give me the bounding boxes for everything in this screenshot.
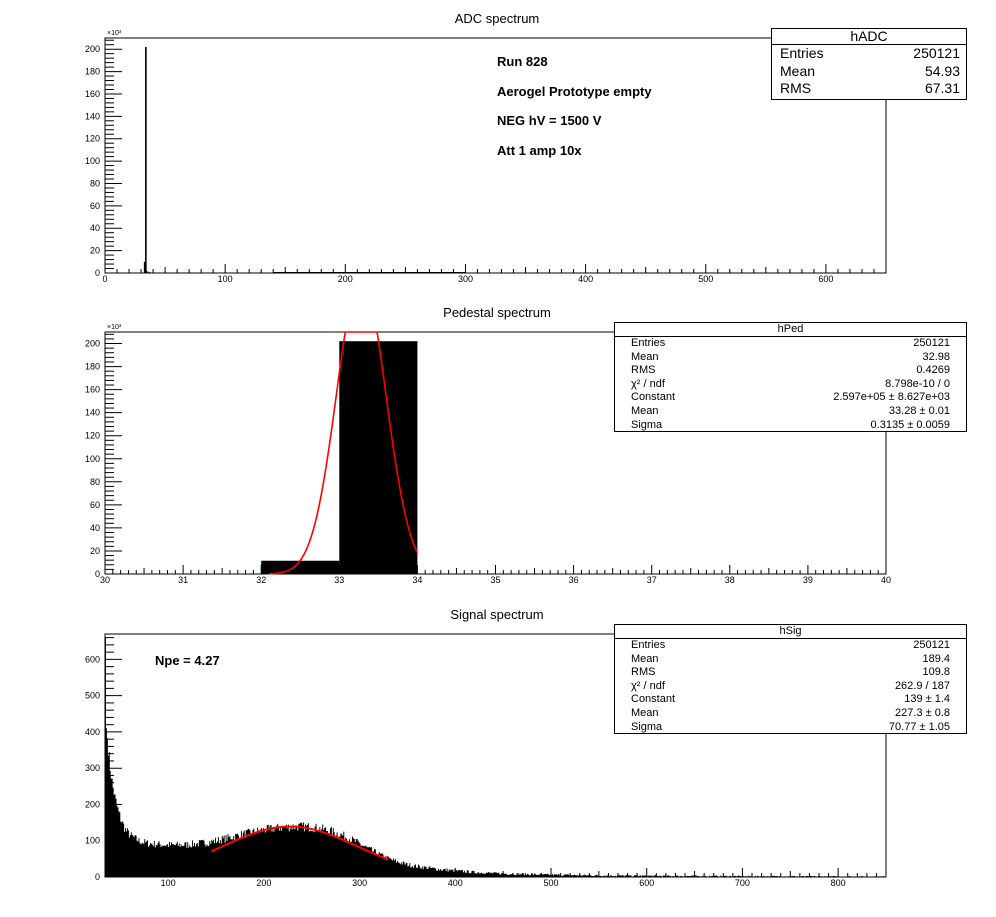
x-tick-label: 800 — [831, 878, 846, 888]
adc-title: ADC spectrum — [454, 11, 540, 26]
y-tick-label: 600 — [85, 654, 100, 664]
stats-title: hPed — [615, 323, 966, 337]
y-tick-label: 120 — [85, 134, 100, 144]
stats-row: RMS 67.31 — [780, 80, 960, 96]
stats-box-hped: hPed Entries 250121 Mean 32.98 RMS 0.4269 χ… — [614, 322, 967, 432]
x-tick-label: 39 — [803, 575, 813, 585]
gaussian-fit-curve — [210, 825, 389, 861]
signal-title: Signal spectrum — [450, 607, 544, 622]
exponent-label: ×10³ — [107, 324, 122, 331]
plot-frame — [104, 37, 887, 274]
stats-box-hadc: hADC Entries 250121 Mean 54.93 RMS 67.31 — [771, 28, 967, 100]
x-tick-label: 300 — [458, 274, 473, 284]
y-tick-label: 160 — [85, 89, 100, 99]
y-tick-label: 80 — [90, 477, 100, 487]
stats-row: RMS 109.8 — [631, 666, 950, 679]
stats-row: Mean 32.98 — [631, 350, 950, 363]
pedestal-title: Pedestal spectrum — [443, 305, 551, 320]
stats-row: Mean 189.4 — [631, 652, 950, 665]
x-tick-label: 31 — [178, 575, 188, 585]
x-tick-label: 500 — [698, 274, 713, 284]
histogram-bin — [261, 560, 340, 574]
y-tick-label: 0 — [95, 569, 100, 579]
stats-box-hsig: hSig Entries 250121 Mean 189.4 RMS 109.8 χ²… — [614, 624, 967, 734]
run-label: Run 828 — [497, 54, 548, 69]
x-tick-label: 40 — [881, 575, 891, 585]
y-tick-label: 20 — [90, 546, 100, 556]
y-tick-label: 40 — [90, 523, 100, 533]
x-tick-label: 37 — [647, 575, 657, 585]
stats-title: hADC — [772, 29, 966, 45]
npe-label: Npe = 4.27 — [155, 653, 220, 668]
stats-row: Mean 33.28 ± 0.01 — [631, 404, 950, 417]
y-tick-label: 180 — [85, 67, 100, 77]
y-tick-label: 400 — [85, 727, 100, 737]
y-tick-label: 40 — [90, 223, 100, 233]
x-tick-label: 34 — [412, 575, 422, 585]
x-tick-label: 0 — [102, 274, 107, 284]
x-tick-label: 38 — [725, 575, 735, 585]
x-tick-label: 32 — [256, 575, 266, 585]
y-tick-label: 140 — [85, 408, 100, 418]
stats-row: Entries 250121 — [631, 639, 950, 651]
y-tick-label: 60 — [90, 500, 100, 510]
stats-title: hSig — [615, 625, 966, 639]
y-tick-label: 20 — [90, 246, 100, 256]
stats-row: Constant 139 ± 1.4 — [631, 693, 950, 706]
y-tick-label: 100 — [85, 836, 100, 846]
stats-row: χ² / ndf 8.798e-10 / 0 — [631, 377, 950, 390]
gaussian-fit-curve — [268, 331, 419, 575]
x-tick-label: 600 — [639, 878, 654, 888]
y-tick-label: 200 — [85, 44, 100, 54]
x-tick-label: 100 — [161, 878, 176, 888]
x-tick-label: 33 — [334, 575, 344, 585]
x-tick-label: 36 — [569, 575, 579, 585]
y-tick-label: 80 — [90, 178, 100, 188]
y-tick-label: 120 — [85, 431, 100, 441]
y-tick-label: 0 — [95, 268, 100, 278]
hv-label: NEG hV = 1500 V — [497, 113, 602, 128]
histogram-bin — [339, 341, 418, 574]
x-tick-label: 35 — [490, 575, 500, 585]
x-tick-label: 400 — [448, 878, 463, 888]
x-tick-label: 400 — [578, 274, 593, 284]
stats-row: Entries 250121 — [780, 45, 960, 61]
y-tick-label: 100 — [85, 454, 100, 464]
stats-row: RMS 0.4269 — [631, 364, 950, 377]
stats-row: Mean 227.3 ± 0.8 — [631, 706, 950, 719]
exponent-label: ×10³ — [107, 30, 122, 37]
y-tick-label: 200 — [85, 339, 100, 349]
x-tick-label: 500 — [543, 878, 558, 888]
y-tick-label: 160 — [85, 385, 100, 395]
detector-label: Aerogel Prototype empty — [497, 84, 652, 99]
y-tick-label: 60 — [90, 201, 100, 211]
y-tick-label: 500 — [85, 691, 100, 701]
x-tick-label: 100 — [218, 274, 233, 284]
y-tick-label: 100 — [85, 156, 100, 166]
x-tick-label: 700 — [735, 878, 750, 888]
stats-row: Entries 250121 — [631, 337, 950, 349]
y-tick-label: 180 — [85, 362, 100, 372]
stats-row: Constant 2.597e+05 ± 8.627e+03 — [631, 391, 950, 404]
x-tick-label: 30 — [100, 575, 110, 585]
signal-histogram — [105, 637, 886, 877]
y-tick-label: 300 — [85, 763, 100, 773]
y-tick-label: 140 — [85, 111, 100, 121]
x-tick-label: 200 — [338, 274, 353, 284]
y-tick-label: 200 — [85, 799, 100, 809]
att-label: Att 1 amp 10x — [497, 143, 582, 158]
x-tick-label: 200 — [256, 878, 271, 888]
x-tick-label: 300 — [352, 878, 367, 888]
y-tick-label: 0 — [95, 872, 100, 882]
x-tick-label: 600 — [818, 274, 833, 284]
stats-row: Sigma 0.3135 ± 0.0059 — [631, 418, 950, 431]
stats-row: χ² / ndf 262.9 / 187 — [631, 679, 950, 692]
stats-row: Mean 54.93 — [780, 62, 960, 79]
stats-row: Sigma 70.77 ± 1.05 — [631, 720, 950, 733]
